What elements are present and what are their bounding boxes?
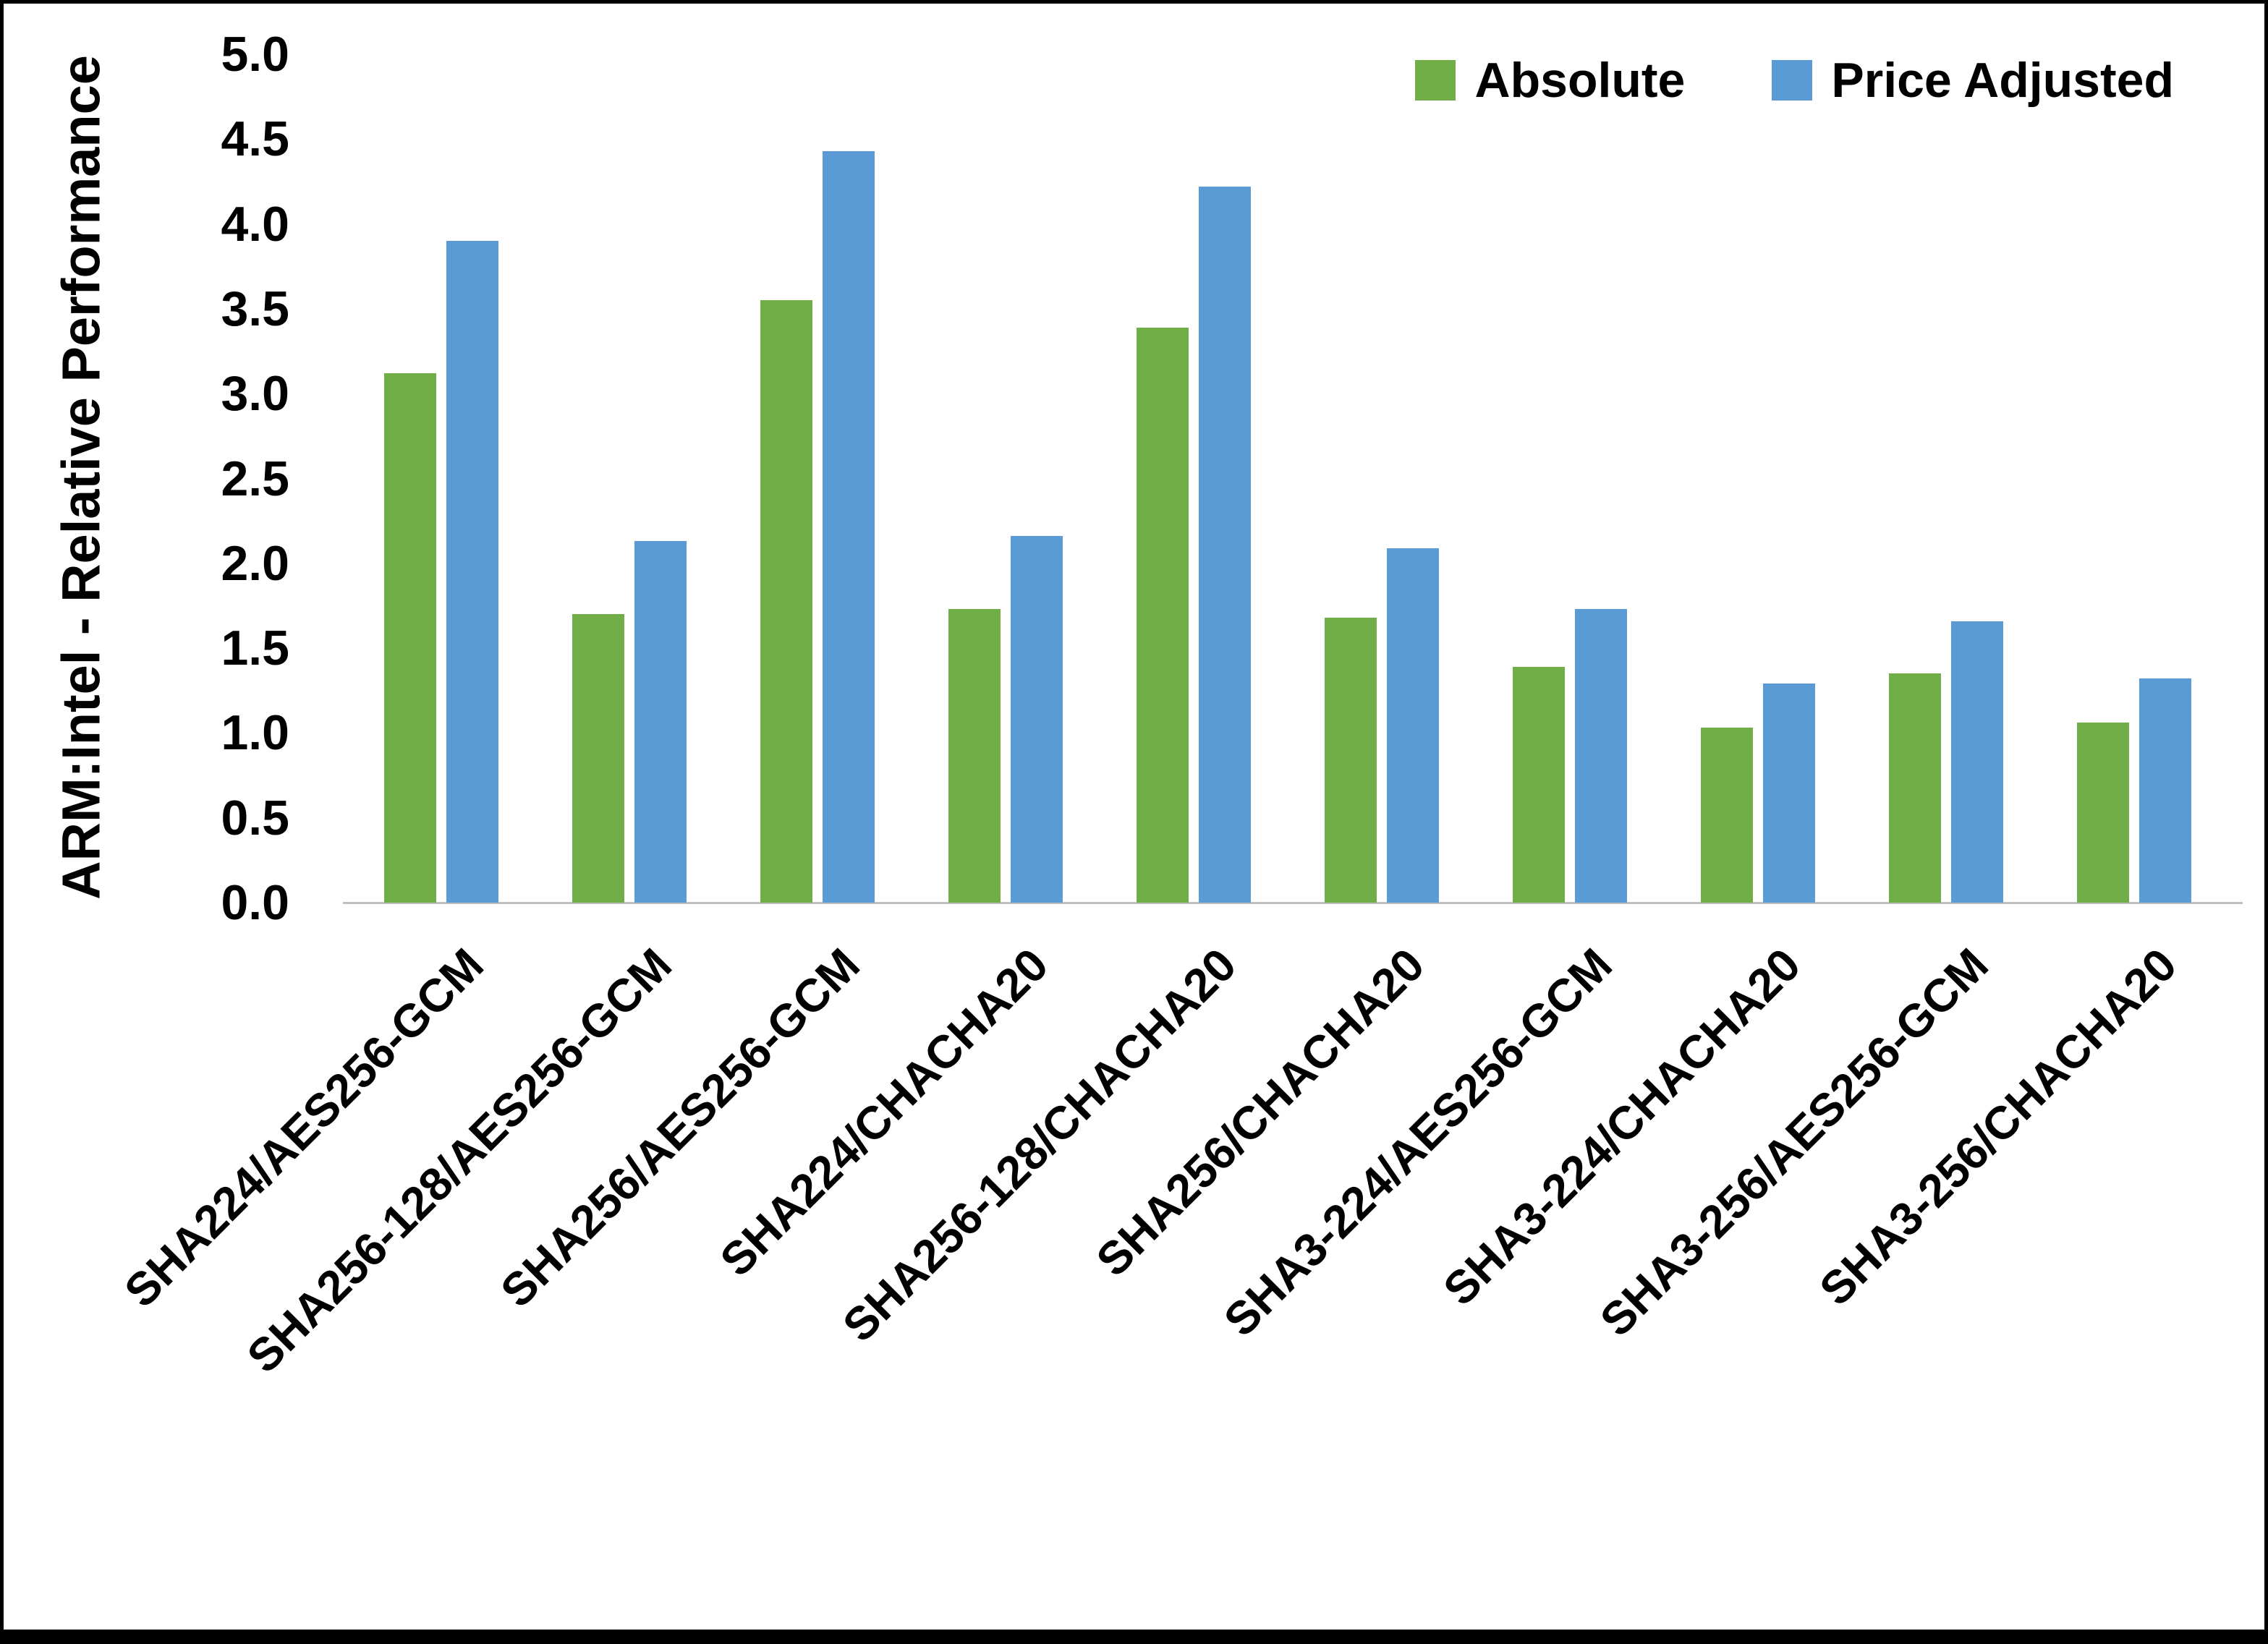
legend-label-absolute: Absolute bbox=[1474, 53, 1686, 108]
bar-absolute bbox=[2077, 723, 2129, 903]
x-axis-line bbox=[343, 902, 2243, 904]
y-tick-label: 1.0 bbox=[221, 705, 289, 761]
y-tick-label: 1.5 bbox=[221, 621, 289, 676]
x-category-label: SHA3-256/CHACHA20 bbox=[1809, 938, 2187, 1316]
bar-price-adjusted bbox=[1575, 609, 1627, 903]
y-tick-label: 3.0 bbox=[221, 366, 289, 422]
y-tick-label: 4.5 bbox=[221, 111, 289, 167]
x-category-label: SHA256/AES256-GCM bbox=[490, 938, 870, 1318]
legend-item-absolute: Absolute bbox=[1415, 52, 1685, 108]
bar-absolute bbox=[1513, 666, 1565, 903]
y-axis-tick-labels: 0.0 0.5 1.0 1.5 2.0 2.5 3.0 3.5 4.0 4.5 5.0 bbox=[0, 30, 289, 927]
bar-absolute bbox=[760, 300, 812, 903]
bar-absolute bbox=[948, 609, 1001, 903]
bar-price-adjusted bbox=[634, 541, 687, 903]
bar-price-adjusted bbox=[1387, 548, 1439, 903]
bar-price-adjusted bbox=[2139, 678, 2191, 903]
bar-absolute bbox=[384, 373, 436, 903]
bar-absolute bbox=[1889, 673, 1941, 903]
x-category-label: SHA256/CHACHA20 bbox=[1086, 938, 1435, 1287]
legend-label-price-adjusted: Price Adjusted bbox=[1831, 53, 2174, 108]
y-tick-label: 0.5 bbox=[221, 790, 289, 846]
bar-price-adjusted bbox=[1011, 536, 1063, 903]
y-tick-label: 2.0 bbox=[221, 535, 289, 591]
bar-price-adjusted bbox=[446, 241, 498, 903]
x-category-label: SHA224/AES256-GCM bbox=[114, 938, 494, 1318]
x-category-label: SHA3-224/CHACHA20 bbox=[1433, 938, 1811, 1316]
x-axis-category-labels: SHA224/AES256-GCM SHA256-128/AES256-GCM SH… bbox=[0, 938, 2268, 1503]
bar-absolute bbox=[572, 614, 624, 903]
legend-swatch-price-adjusted bbox=[1772, 60, 1813, 101]
legend: Absolute Price Adjusted bbox=[1415, 52, 2174, 108]
x-category-label: SHA3-256/AES256-GCM bbox=[1590, 938, 1999, 1347]
y-tick-label: 4.0 bbox=[221, 196, 289, 252]
y-tick-label: 5.0 bbox=[221, 27, 289, 82]
x-category-label: SHA3-224/AES256-GCM bbox=[1214, 938, 1623, 1347]
bar-price-adjusted bbox=[823, 150, 875, 903]
bar-price-adjusted bbox=[1763, 683, 1815, 903]
bar-absolute bbox=[1701, 728, 1753, 903]
bar-absolute bbox=[1325, 617, 1377, 903]
bar-price-adjusted bbox=[1951, 621, 2003, 903]
legend-item-price-adjusted: Price Adjusted bbox=[1772, 52, 2174, 108]
x-category-label: SHA224/CHACHA20 bbox=[710, 938, 1058, 1287]
plot-area bbox=[343, 54, 2243, 904]
x-category-label: SHA256-128/CHACHA20 bbox=[832, 938, 1246, 1352]
y-tick-label: 0.0 bbox=[221, 875, 289, 930]
y-tick-label: 2.5 bbox=[221, 451, 289, 506]
legend-swatch-absolute bbox=[1415, 60, 1456, 101]
y-tick-label: 3.5 bbox=[221, 281, 289, 336]
bar-absolute bbox=[1137, 327, 1189, 903]
bar-price-adjusted bbox=[1199, 187, 1251, 903]
